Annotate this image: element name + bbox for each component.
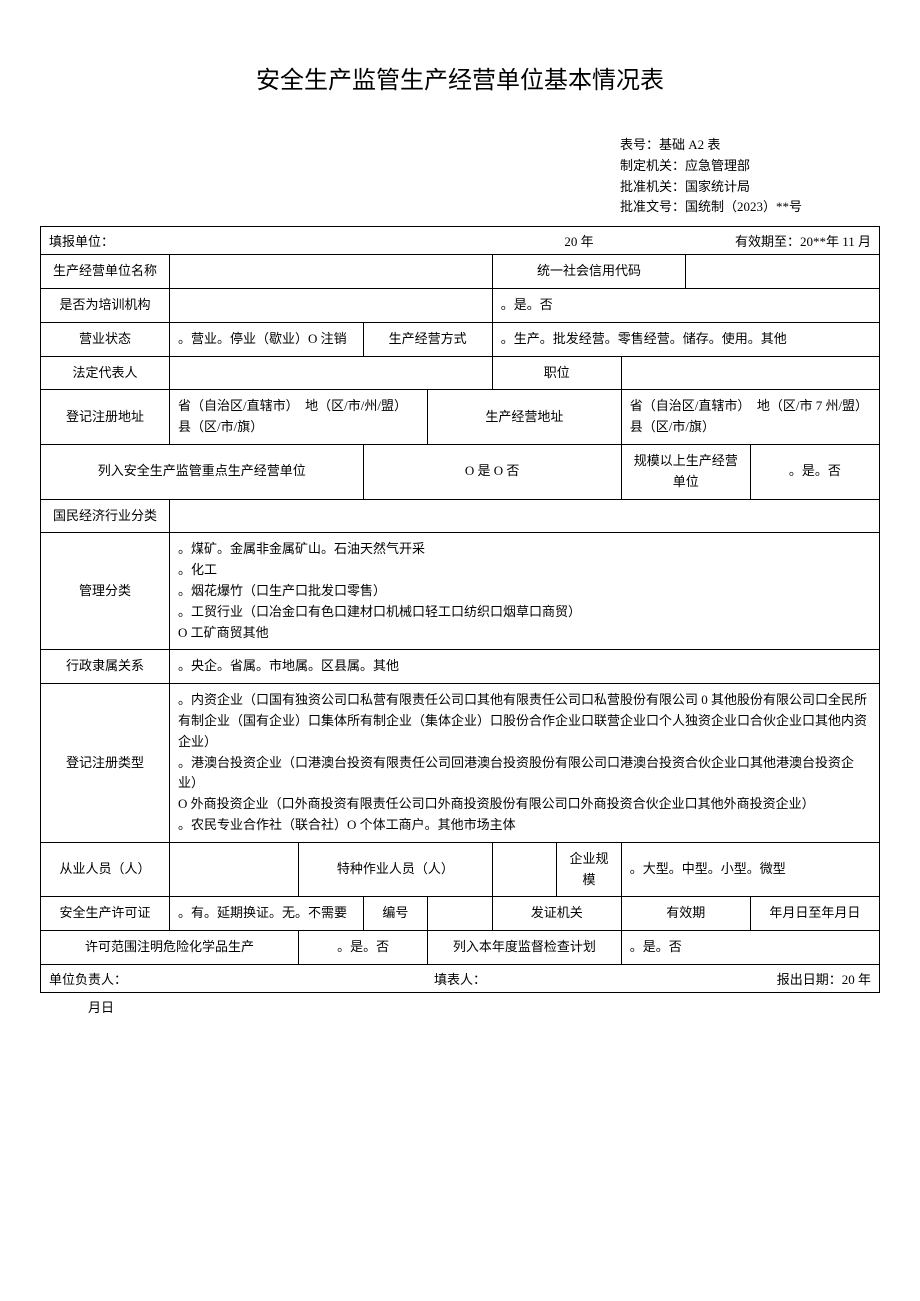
maker-label: 制定机关： xyxy=(620,158,685,173)
hazchem-label: 许可范围注明危险化学品生产 xyxy=(41,931,299,965)
table-row: 行政隶属关系 。央企。省属。市地属。区县属。其他 xyxy=(41,650,880,684)
form-no: 基础 A2 表 xyxy=(659,137,720,152)
table-row: 生产经营单位名称 统一社会信用代码 xyxy=(41,255,880,289)
reg-addr-val: 省（自治区/直辖市） 地（区/市/州/盟） 县（区/市/旗） xyxy=(170,390,428,445)
valid-until: 有效期至：20**年 11 月 xyxy=(679,227,879,254)
maker: 应急管理部 xyxy=(685,158,750,173)
valid-period-val: 年月日至年月日 xyxy=(750,897,879,931)
page-title: 安全生产监管生产经营单位基本情况表 xyxy=(40,60,880,95)
position-label: 职位 xyxy=(492,356,621,390)
approval-doc: 国统制（2023）**号 xyxy=(685,199,802,214)
above-scale-label: 规模以上生产经营单位 xyxy=(621,444,750,499)
special-workers-label: 特种作业人员（人） xyxy=(299,842,493,897)
license-no-label: 编号 xyxy=(363,897,428,931)
table-row: 国民经济行业分类 xyxy=(41,499,880,533)
admin-rel-val: 。央企。省属。市地属。区县属。其他 xyxy=(170,650,880,684)
license-no-val xyxy=(428,897,493,931)
meta-block: 表号：基础 A2 表 制定机关：应急管理部 批准机关：国家统计局 批准文号：国统… xyxy=(620,135,880,218)
issuer-label: 发证机关 xyxy=(492,897,621,931)
scale-opts: 。大型。中型。小型。微型 xyxy=(621,842,879,897)
credit-code-val xyxy=(686,255,880,289)
table-row: 营业状态 。营业。停业（歇业）O 注销 生产经营方式 。生产。批发经营。零售经营… xyxy=(41,322,880,356)
unit-name-label: 生产经营单位名称 xyxy=(41,255,170,289)
table-row: 法定代表人 职位 xyxy=(41,356,880,390)
legal-rep-label: 法定代表人 xyxy=(41,356,170,390)
mgmt-class-label: 管理分类 xyxy=(41,533,170,650)
footer-row: 单位负责人： 填表人： 报出日期：20 年 xyxy=(40,965,880,993)
approver-label: 批准机关： xyxy=(620,179,685,194)
is-training-label: 是否为培训机构 xyxy=(41,288,170,322)
employees-val xyxy=(170,842,299,897)
hazchem-opts: 。是。否 xyxy=(299,931,428,965)
unit-name-val xyxy=(170,255,493,289)
biz-status-label: 营业状态 xyxy=(41,322,170,356)
approval-doc-label: 批准文号： xyxy=(620,199,685,214)
in-plan-label: 列入本年度监督检查计划 xyxy=(428,931,622,965)
special-workers-val xyxy=(492,842,557,897)
license-opts: 。有。延期换证。无。不需要 xyxy=(170,897,364,931)
biz-addr-label: 生产经营地址 xyxy=(428,390,622,445)
reg-type-label: 登记注册类型 xyxy=(41,684,170,843)
key-unit-opts: O 是 O 否 xyxy=(363,444,621,499)
biz-addr-val: 省（自治区/直辖市） 地（区/市 7 州/盟） 县（区/市/旗） xyxy=(621,390,879,445)
credit-code-label: 统一社会信用代码 xyxy=(492,255,686,289)
in-plan-opts: 。是。否 xyxy=(621,931,879,965)
filler: 填表人： xyxy=(320,965,599,992)
above-scale-opts: 。是。否 xyxy=(750,444,879,499)
header-row: 填报单位： 20 年 有效期至：20**年 11 月 xyxy=(40,226,880,254)
is-training-blank xyxy=(170,288,493,322)
admin-rel-label: 行政隶属关系 xyxy=(41,650,170,684)
report-date: 报出日期：20 年 xyxy=(600,965,879,992)
form-no-label: 表号： xyxy=(620,137,659,152)
table-row: 是否为培训机构 。是。否 xyxy=(41,288,880,322)
unit-head: 单位负责人： xyxy=(41,965,320,992)
biz-mode-opts: 。生产。批发经营。零售经营。储存。使用。其他 xyxy=(492,322,879,356)
table-row: 登记注册地址 省（自治区/直辖市） 地（区/市/州/盟） 县（区/市/旗） 生产… xyxy=(41,390,880,445)
reg-type-val: 。内资企业（口国有独资公司口私营有限责任公司口其他有限责任公司口私营股份有限公司… xyxy=(170,684,880,843)
valid-period-label: 有效期 xyxy=(621,897,750,931)
industry-class-val xyxy=(170,499,880,533)
key-unit-label: 列入安全生产监管重点生产经营单位 xyxy=(41,444,364,499)
mgmt-class-val: 。煤矿。金属非金属矿山。石油天然气开采 。化工 。烟花爆竹（口生产口批发口零售）… xyxy=(170,533,880,650)
biz-mode-label: 生产经营方式 xyxy=(363,322,492,356)
table-row: 登记注册类型 。内资企业（口国有独资公司口私营有限责任公司口其他有限责任公司口私… xyxy=(41,684,880,843)
approver: 国家统计局 xyxy=(685,179,750,194)
table-row: 安全生产许可证 。有。延期换证。无。不需要 编号 发证机关 有效期 年月日至年月… xyxy=(41,897,880,931)
license-label: 安全生产许可证 xyxy=(41,897,170,931)
reg-addr-label: 登记注册地址 xyxy=(41,390,170,445)
employees-label: 从业人员（人） xyxy=(41,842,170,897)
industry-class-label: 国民经济行业分类 xyxy=(41,499,170,533)
table-row: 管理分类 。煤矿。金属非金属矿山。石油天然气开采 。化工 。烟花爆竹（口生产口批… xyxy=(41,533,880,650)
main-table: 生产经营单位名称 统一社会信用代码 是否为培训机构 。是。否 营业状态 。营业。… xyxy=(40,254,880,965)
is-training-opts: 。是。否 xyxy=(492,288,879,322)
legal-rep-val xyxy=(170,356,493,390)
year: 20 年 xyxy=(479,227,679,254)
position-val xyxy=(621,356,879,390)
table-row: 从业人员（人） 特种作业人员（人） 企业规模 。大型。中型。小型。微型 xyxy=(41,842,880,897)
table-row: 列入安全生产监管重点生产经营单位 O 是 O 否 规模以上生产经营单位 。是。否 xyxy=(41,444,880,499)
fill-unit: 填报单位： xyxy=(41,227,479,254)
table-row: 许可范围注明危险化学品生产 。是。否 列入本年度监督检查计划 。是。否 xyxy=(41,931,880,965)
biz-status-opts: 。营业。停业（歇业）O 注销 xyxy=(170,322,364,356)
month-day: 月日 xyxy=(40,993,880,1020)
scale-label: 企业规模 xyxy=(557,842,622,897)
